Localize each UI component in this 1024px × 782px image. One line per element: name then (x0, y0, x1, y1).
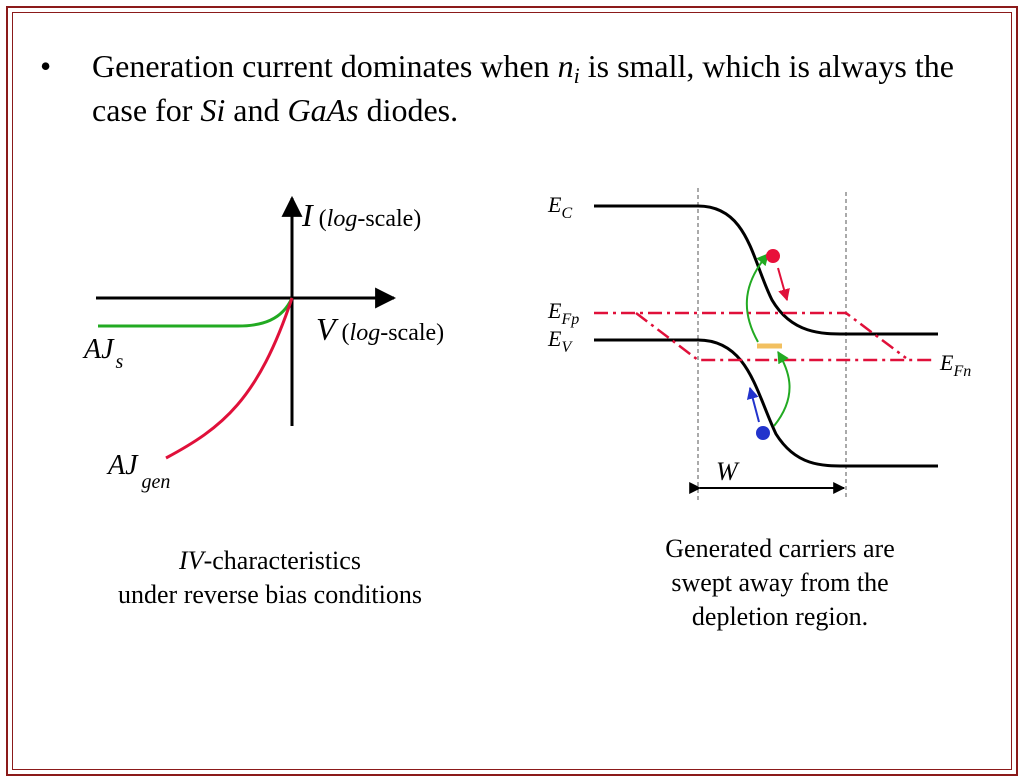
electron-drift-arrow (777, 267, 790, 302)
hole-quasi-fermi-level (594, 311, 907, 359)
bullet-and: and (225, 92, 288, 128)
electron-quasi-fermi-level (635, 312, 936, 362)
x-axis-label: V (log-scale) (316, 311, 444, 347)
efp-label: EFp (547, 298, 579, 328)
band-caption-line3: depletion region. (691, 602, 869, 631)
band-caption: Generated carriers are swept away from t… (600, 532, 960, 634)
valence-band (594, 338, 938, 468)
slide-border-inner (12, 12, 1012, 770)
generation-current-curve (165, 297, 294, 460)
band-diagram (594, 188, 938, 500)
band-caption-line1: Generated carriers are (665, 534, 895, 563)
ni-symbol: n (557, 48, 574, 84)
bullet-text-part2: is small, which is always the case for (92, 48, 954, 128)
y-axis-label: I (log-scale) (301, 197, 421, 233)
iv-caption: IV-characteristics under reverse bias co… (60, 544, 480, 612)
bullet-tail: diodes. (358, 92, 459, 128)
band-caption-line2: swept away from the (671, 568, 889, 597)
saturation-current-curve (98, 297, 294, 328)
hole-drift-arrow (746, 386, 760, 423)
ni-subscript: i (573, 63, 580, 88)
si-term: Si (200, 92, 226, 128)
conduction-band (594, 204, 938, 336)
efn-label: EFn (939, 350, 971, 380)
generation-arrow-up (745, 253, 769, 343)
width-label: W (716, 457, 740, 486)
bullet-text: Generation current dominates when ni is … (92, 44, 972, 132)
iv-caption-line1: IV-characteristics (179, 546, 361, 575)
iv-caption-line2: under reverse bias conditions (118, 580, 422, 609)
generation-arrow-down (773, 350, 791, 427)
hole-dot (756, 426, 770, 440)
electron-dot (766, 249, 780, 263)
ev-label: EV (547, 326, 573, 356)
bullet-text-part1: Generation current dominates when (92, 48, 558, 84)
gaas-term: GaAs (287, 92, 359, 128)
ajs-label: AJ s (82, 334, 124, 373)
slide-border-outer (6, 6, 1018, 776)
ec-label: EC (547, 192, 572, 222)
ajgen-label: AJgen (106, 450, 170, 493)
bullet-marker: • (40, 48, 52, 84)
